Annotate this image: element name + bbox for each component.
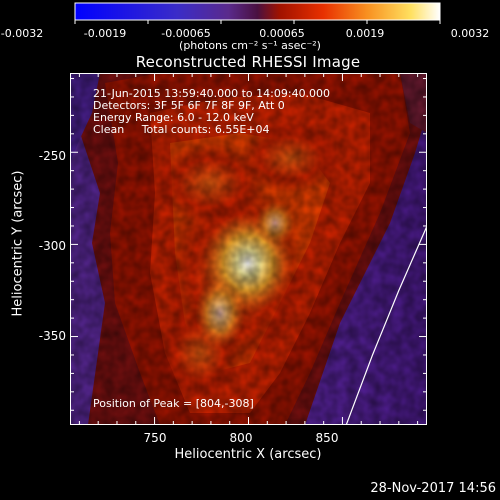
colorbar-unit: (photons cm⁻² s⁻¹ asec⁻²): [179, 39, 321, 52]
heatmap-texture: [70, 73, 427, 425]
colorbar-tick-label: 0.0019: [345, 27, 385, 40]
y-axis-label: Heliocentric Y (arcsec): [10, 170, 26, 317]
x-tick-label: 800: [229, 431, 253, 445]
info-time: 21-Jun-2015 13:59:40.000 to 14:09:40.000: [93, 87, 331, 100]
info-energy: Energy Range: 6.0 - 12.0 keV: [93, 111, 254, 124]
info-clean: Clean Total counts: 6.55E+04: [93, 123, 270, 136]
colorbar-tick-label: -0.0019: [83, 27, 127, 40]
info-detectors: Detectors: 3F 5F 6F 7F 8F 9F, Att 0: [93, 99, 285, 112]
x-tick-label: 750: [143, 431, 167, 445]
x-axis-label: Heliocentric X (arcsec): [174, 447, 322, 462]
colorbar: [74, 2, 441, 24]
colorbar-tick-label: 0.00065: [259, 27, 305, 40]
chart-title: Reconstructed RHESSI Image: [135, 53, 361, 71]
peak-position: Position of Peak = [804,-308]: [93, 397, 254, 410]
heatmap-plot: [70, 73, 427, 425]
x-tick-label: 850: [315, 431, 339, 445]
timestamp: 28-Nov-2017 14:56: [370, 481, 496, 496]
solar-limb-line: [345, 225, 427, 425]
y-tick-label: -300: [38, 239, 66, 253]
colorbar-tick-label: -0.0032: [0, 27, 44, 40]
y-tick-label: -350: [38, 329, 66, 343]
y-tick-label: -250: [38, 149, 66, 163]
colorbar-tick-label: -0.00065: [161, 27, 211, 40]
colorbar-gradient: [74, 2, 441, 21]
colorbar-tick-label: 0.0032: [450, 27, 490, 40]
